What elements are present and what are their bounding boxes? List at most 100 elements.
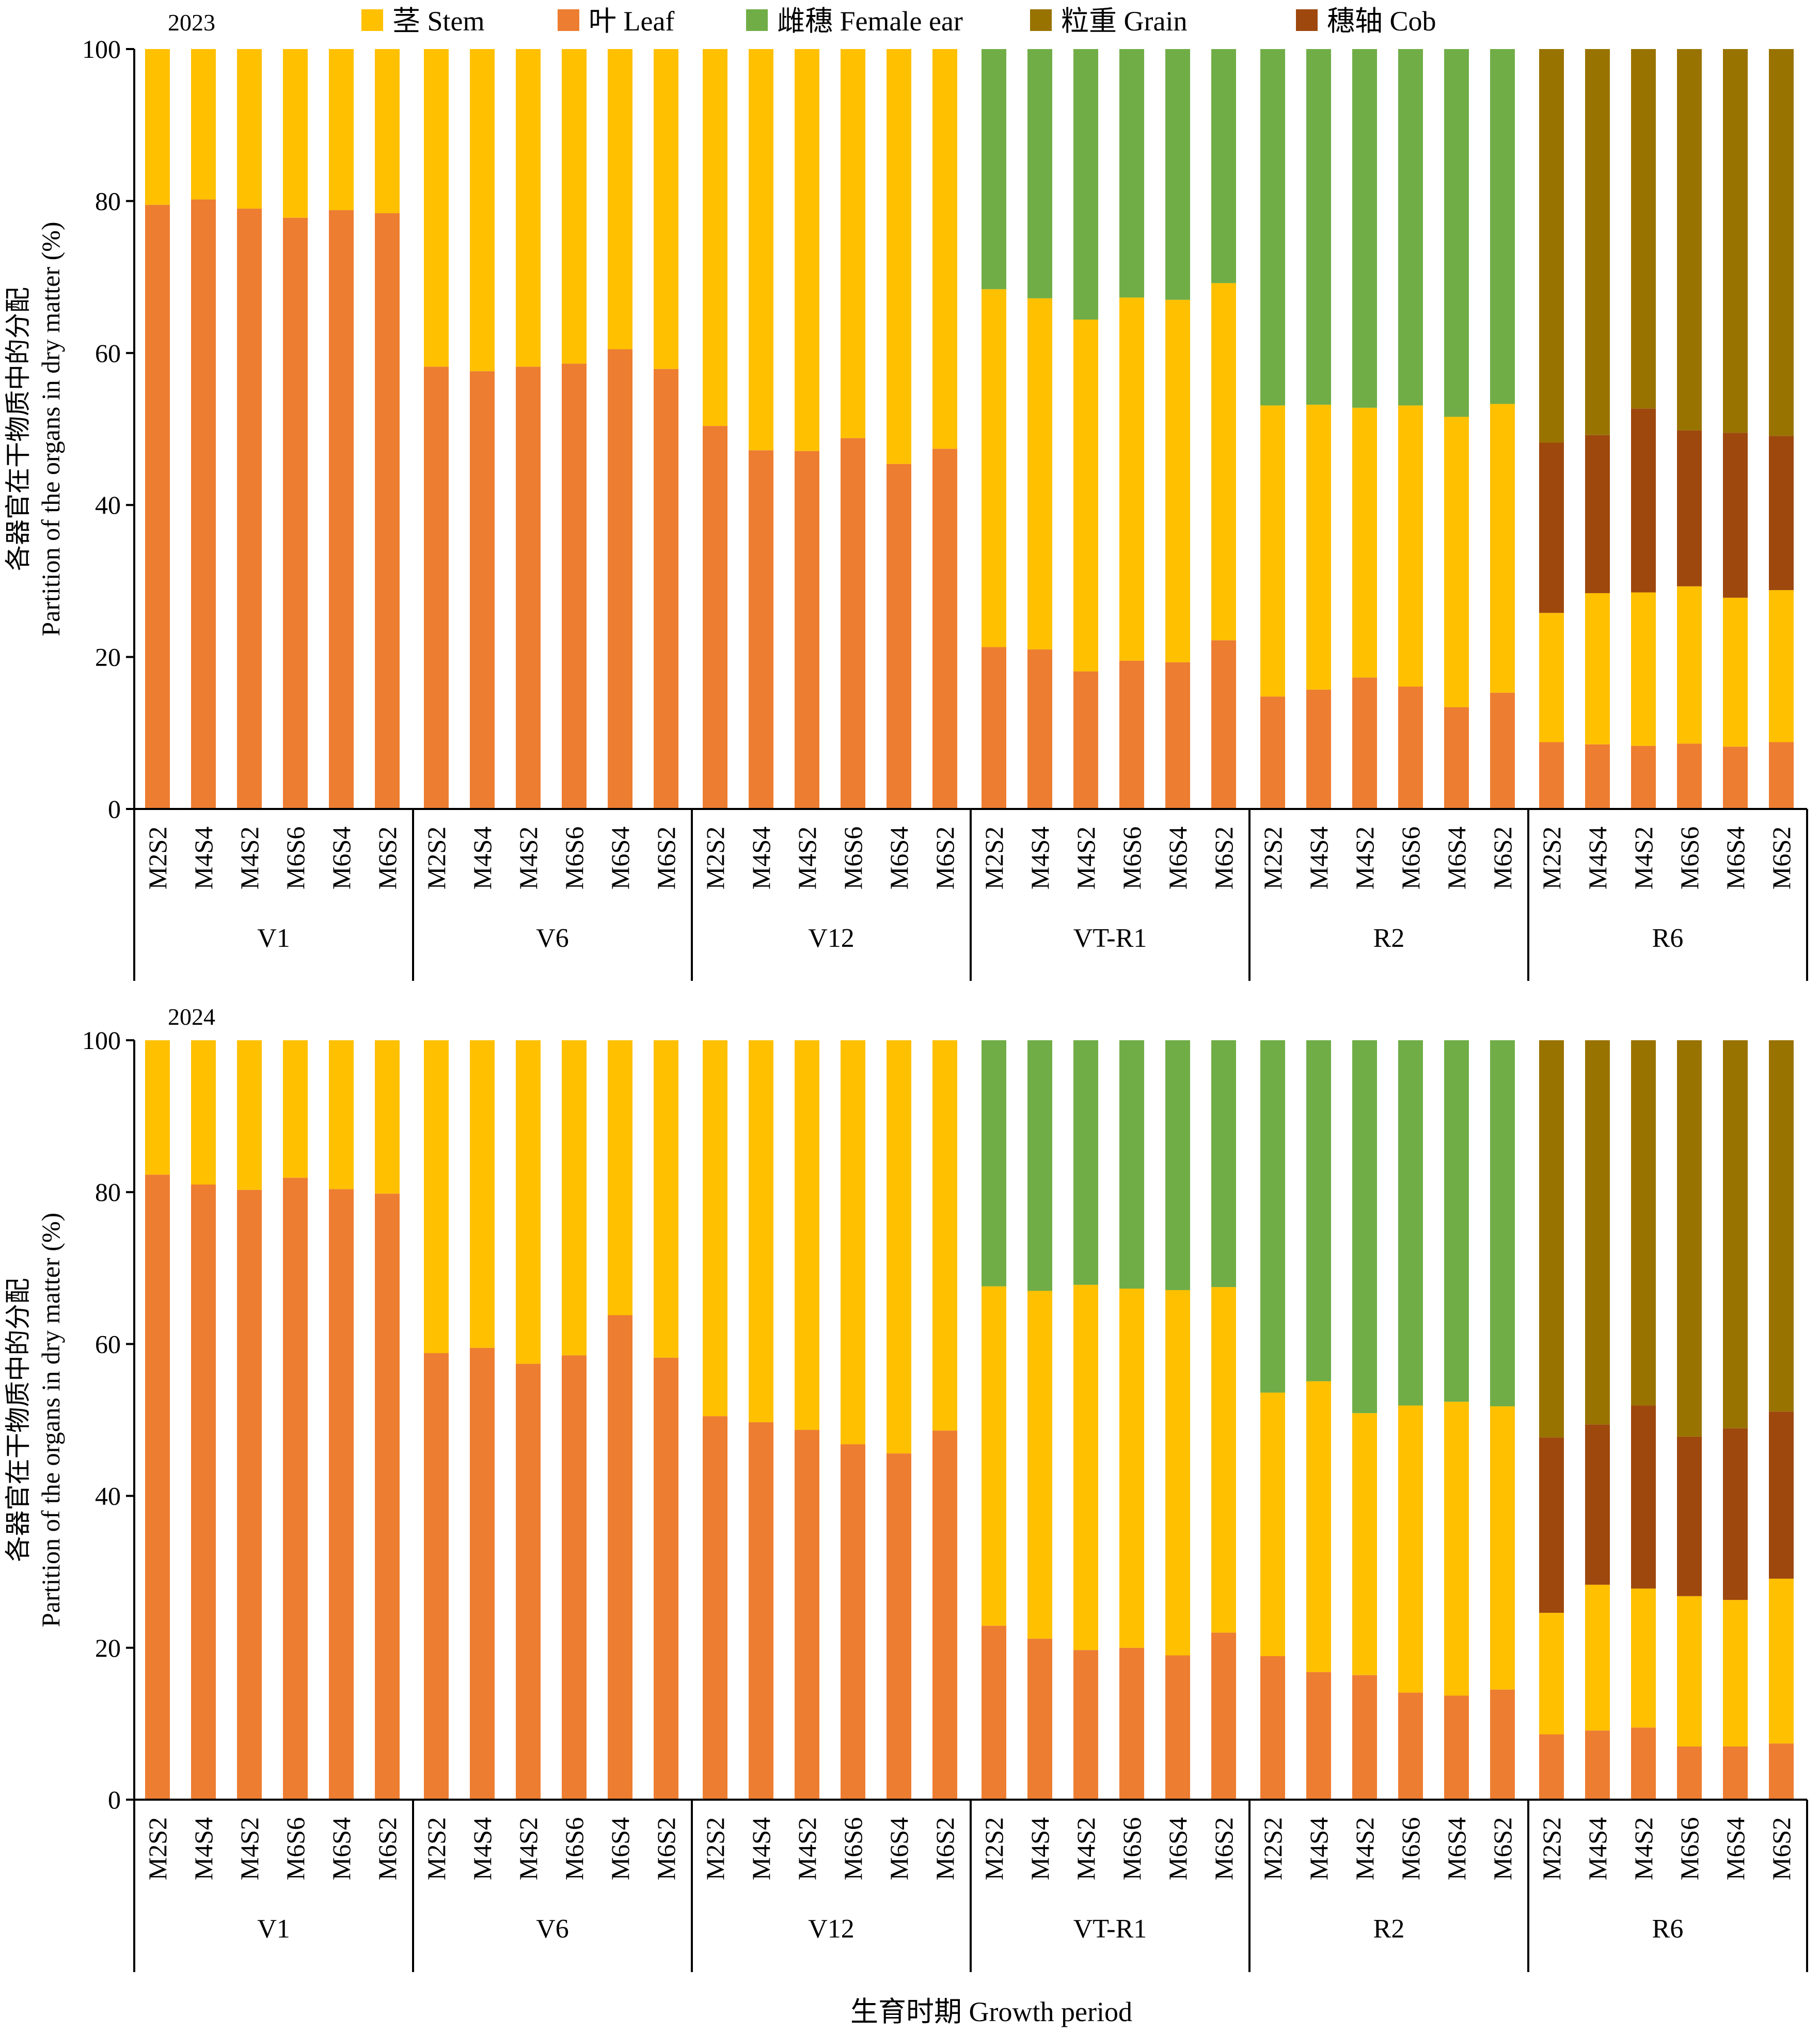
x-tick-label: M4S4	[468, 827, 497, 890]
bar-segment-leaf	[1306, 689, 1331, 809]
bar-segment-cob	[1677, 1436, 1702, 1596]
group-R2: M2S2 M4S4 M4S2 M6S6 M6S4 M6S2 R2	[1258, 1040, 1517, 1944]
x-tick-label: M6S4	[606, 827, 635, 890]
x-tick-label: M6S6	[281, 1817, 310, 1880]
x-tick-label: M2S2	[422, 1817, 451, 1880]
bar-segment-stem	[1769, 590, 1794, 742]
bar-segment-leaf	[1119, 660, 1144, 809]
x-tick-label: M4S4	[747, 827, 776, 890]
bar-segment-leaf	[375, 213, 400, 809]
y-tick-label: 100	[82, 35, 121, 63]
x-tick-label: M4S4	[468, 1817, 497, 1880]
bar-segment-stem	[1723, 597, 1748, 747]
bar-segment-ear	[1119, 1040, 1144, 1289]
bar-segment-grain	[1677, 1040, 1702, 1437]
bar-segment-ear	[1444, 1040, 1469, 1402]
bar-segment-ear	[1119, 49, 1144, 298]
group-label: R6	[1652, 1914, 1684, 1944]
bar-segment-stem	[982, 1286, 1006, 1626]
bar-segment-leaf	[375, 1194, 400, 1800]
bar-segment-stem	[795, 49, 819, 451]
bar-segment-stem	[749, 1040, 773, 1422]
y-tick-label: 40	[95, 490, 121, 519]
bar-segment-leaf	[1769, 1743, 1794, 1800]
bar-segment-leaf	[329, 1189, 354, 1800]
bar-segment-stem	[795, 1040, 819, 1430]
x-tick-label: M6S6	[560, 827, 589, 890]
bar-segment-ear	[1490, 1040, 1515, 1407]
panel-title: 2024	[168, 1004, 215, 1030]
x-tick-label: M2S2	[1258, 827, 1287, 890]
bar-segment-stem	[237, 49, 262, 209]
x-tick-label: M6S2	[1488, 827, 1517, 890]
bar-segment-stem	[145, 1040, 170, 1175]
bar-segment-leaf	[1211, 640, 1236, 809]
x-tick-label: M6S2	[1767, 1817, 1796, 1880]
bar-segment-leaf	[237, 1189, 262, 1800]
bar-segment-stem	[1027, 1291, 1052, 1639]
bar-segment-ear	[1073, 49, 1098, 320]
x-tick-label: M6S2	[930, 1817, 959, 1880]
legend: 茎 Stem 叶 Leaf 雌穗 Female ear 粒重 Grain 穗轴 Cob	[361, 6, 1436, 37]
bar-segment-leaf	[424, 1353, 449, 1800]
bar-segment-stem	[1165, 299, 1190, 662]
bar-segment-grain	[1539, 1040, 1564, 1438]
bar-segment-stem	[1444, 1402, 1469, 1696]
bar-segment-stem	[191, 49, 216, 200]
bar-segment-stem	[1490, 1406, 1515, 1690]
bar-segment-stem	[283, 49, 308, 218]
bar-segment-grain	[1631, 1040, 1656, 1406]
x-tick-label: M4S4	[1583, 1817, 1612, 1880]
bar-segment-leaf	[1352, 1675, 1377, 1800]
bar-segment-ear	[1490, 49, 1515, 404]
group-label: R6	[1652, 924, 1684, 953]
x-tick-label: M2S2	[422, 827, 451, 890]
group-label: V1	[257, 924, 290, 953]
bar-segment-stem	[703, 1040, 727, 1417]
bar-segment-stem	[887, 1040, 911, 1454]
bar-segment-cob	[1769, 1411, 1794, 1579]
legend-label-leaf: 叶 Leaf	[589, 6, 674, 37]
x-tick-label: M4S2	[1071, 1817, 1100, 1880]
bar-segment-stem	[424, 49, 449, 367]
bar-segment-leaf	[1119, 1647, 1144, 1800]
bar-segment-leaf	[1490, 692, 1515, 809]
bar-segment-leaf	[703, 1416, 727, 1800]
x-tick-label: M4S2	[514, 827, 543, 890]
y-tick-label: 40	[95, 1482, 121, 1511]
bar-segment-leaf	[424, 367, 449, 809]
bar-segment-stem	[470, 49, 495, 372]
bar-segment-stem	[145, 49, 170, 205]
x-tick-label: M4S4	[189, 1817, 218, 1880]
x-tick-label: M6S6	[1117, 827, 1146, 890]
x-tick-label: M6S6	[1117, 1817, 1146, 1880]
x-tick-label: M6S4	[1721, 1817, 1750, 1880]
bar-segment-leaf	[608, 1315, 632, 1800]
x-tick-label: M6S2	[1209, 1817, 1238, 1880]
bar-segment-stem	[375, 49, 400, 213]
y-axis-title-en: Partition of the organs in dry matter (%…	[36, 1213, 65, 1627]
bar-segment-stem	[1260, 405, 1285, 697]
bar-segment-leaf	[703, 426, 727, 809]
bar-segment-stem	[516, 1040, 541, 1364]
bar-segment-stem	[1398, 1405, 1423, 1693]
x-tick-label: M2S2	[979, 1817, 1008, 1880]
x-tick-label: M4S2	[1629, 827, 1658, 890]
bar-segment-leaf	[1631, 745, 1656, 809]
legend-swatch-stem	[361, 9, 383, 31]
x-tick-label: M6S4	[1442, 1817, 1471, 1880]
bar-segment-grain	[1723, 1040, 1748, 1428]
bar-segment-ear	[1027, 1040, 1052, 1291]
bar-segment-stem	[841, 1040, 865, 1444]
bar-segment-leaf	[932, 449, 957, 809]
bar-segment-stem	[1119, 1289, 1144, 1648]
bar-segment-stem	[1677, 586, 1702, 744]
bar-segment-leaf	[1490, 1689, 1515, 1800]
bar-segment-leaf	[887, 1453, 911, 1800]
bar-segment-grain	[1585, 1040, 1610, 1425]
group-label: V12	[808, 1914, 854, 1944]
y-axis-title-en: Partition of the organs in dry matter (%…	[36, 221, 65, 636]
x-tick-label: M6S2	[652, 1817, 680, 1880]
